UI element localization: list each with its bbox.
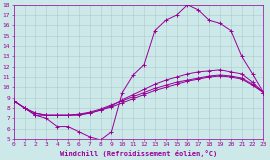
X-axis label: Windchill (Refroidissement éolien,°C): Windchill (Refroidissement éolien,°C) xyxy=(60,150,217,157)
